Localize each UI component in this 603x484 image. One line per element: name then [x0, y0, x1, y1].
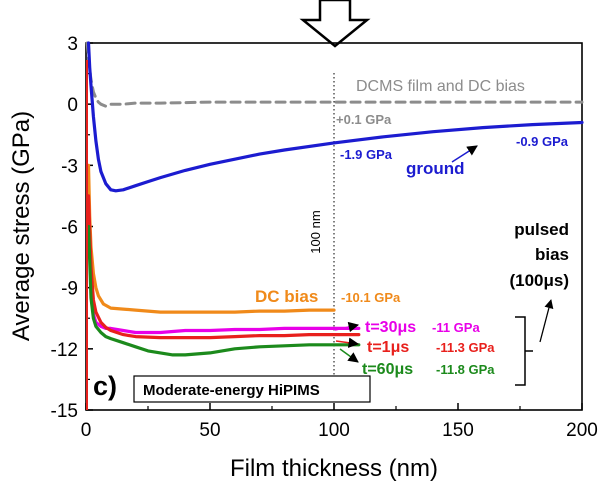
pulsed-bias-line1: pulsed: [514, 220, 569, 239]
series-line-0: [85, 41, 584, 108]
t60-pointer: [339, 348, 359, 363]
dcms-value: +0.1 GPa: [336, 112, 392, 127]
pulsed-bias-line2: bias: [535, 245, 569, 264]
down-arrow-icon: [299, 0, 371, 48]
y-axis-title: Average stress (GPa): [8, 111, 35, 341]
dcbias-value: -10.1 GPa: [341, 290, 401, 305]
pulsed-bias-pointer: [539, 299, 554, 343]
x-axis-title: Film thickness (nm): [230, 455, 438, 482]
y-tick-label: 0: [67, 95, 78, 116]
series-line-2: [86, 163, 336, 314]
x-tick-label: 200: [566, 420, 598, 441]
series-line-5: [86, 224, 361, 357]
ground-value-100: -1.9 GPa: [340, 147, 393, 162]
x-axis: 0 50 100 150 200: [81, 403, 598, 441]
pulsed-bias-bracket: [515, 316, 533, 386]
y-tick-label: -3: [61, 156, 78, 177]
x-tick-label: 150: [442, 420, 474, 441]
series-line-4: [86, 194, 361, 340]
t30-value: -11 GPa: [432, 320, 480, 335]
t60-label: t=60μs: [362, 361, 413, 378]
y-tick-label: -6: [61, 218, 78, 239]
pulsed-bias-line3: (100μs): [509, 271, 569, 290]
t1-label: t=1μs: [367, 339, 409, 356]
t1-value: -11.3 GPa: [436, 340, 495, 355]
series-layer: [85, 41, 584, 357]
t60-value: -11.8 GPa: [436, 362, 495, 377]
x-tick-label: 0: [81, 420, 92, 441]
ground-value-200: -0.9 GPa: [516, 134, 569, 149]
dcbias-label: DC bias: [255, 287, 318, 306]
t1-pointer: [335, 337, 360, 348]
panel-caption-box: [133, 375, 371, 403]
t30-pointer: [334, 321, 360, 333]
ground-label: ground: [406, 159, 465, 178]
t30-label: t=30μs: [365, 319, 416, 336]
x-tick-label: 50: [199, 420, 220, 441]
y-tick-label: -15: [51, 401, 78, 422]
dcms-label: DCMS film and DC bias: [356, 78, 525, 95]
series-line-1: [86, 41, 584, 193]
y-tick-label: 3: [67, 34, 78, 55]
panel-caption: Moderate-energy HiPIMS: [143, 382, 320, 399]
ground-pointer: [451, 145, 478, 163]
x-tick-label: 100: [318, 420, 350, 441]
reference-line-label: 100 nm: [308, 210, 323, 253]
y-tick-label: -9: [61, 279, 78, 300]
y-tick-label: -12: [51, 340, 78, 361]
panel-label: c): [93, 371, 117, 401]
